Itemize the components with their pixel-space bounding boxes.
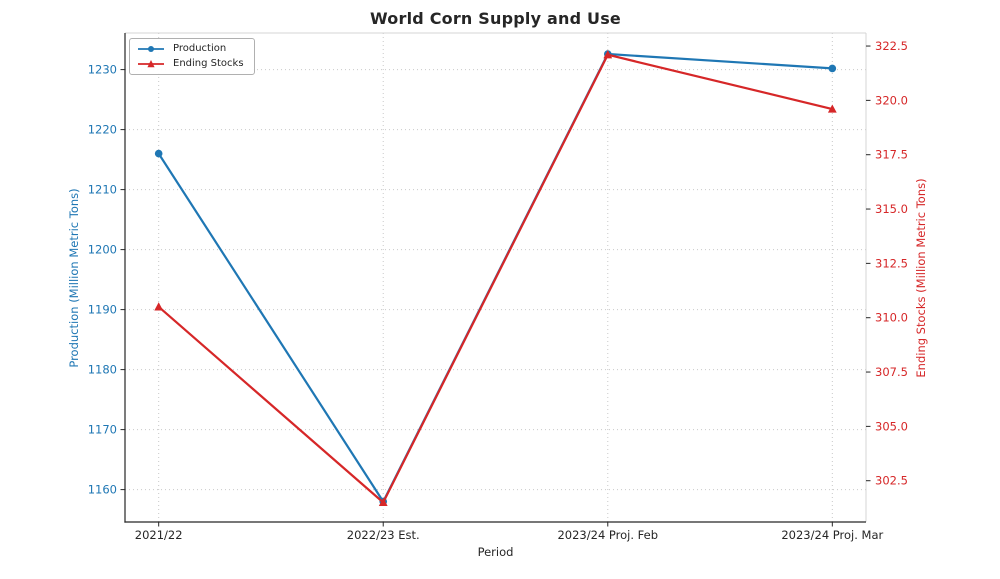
x-tick-label: 2023/24 Proj. Feb <box>557 528 658 542</box>
y-tick-label-right: 310.0 <box>875 311 908 325</box>
y-tick-label-right: 322.5 <box>875 39 908 53</box>
y-tick-label-right: 307.5 <box>875 365 908 379</box>
y-tick-label-right: 305.0 <box>875 419 908 433</box>
y-tick-label-left: 1170 <box>88 423 117 437</box>
y-tick-label-left: 1180 <box>88 363 117 377</box>
chart-title: World Corn Supply and Use <box>125 9 866 28</box>
ending-stocks-marker <box>154 302 163 310</box>
legend-item-ending-stocks: Ending Stocks <box>137 58 244 70</box>
y-tick-label-right: 317.5 <box>875 148 908 162</box>
y-tick-label-left: 1230 <box>88 63 117 77</box>
ending-stocks-line <box>159 55 833 503</box>
production-marker <box>155 150 163 158</box>
x-axis-label: Period <box>125 545 866 559</box>
production-line-marker-icon <box>137 44 165 54</box>
y-tick-label-left: 1160 <box>88 483 117 497</box>
x-tick-label: 2023/24 Proj. Mar <box>781 528 883 542</box>
production-marker <box>829 65 837 73</box>
legend-label-production: Production <box>173 43 226 55</box>
y-tick-label-right: 315.0 <box>875 202 908 216</box>
x-tick-label: 2021/22 <box>135 528 183 542</box>
left-axis-label: Production (Million Metric Tons) <box>67 188 81 367</box>
y-tick-label-left: 1210 <box>88 183 117 197</box>
y-tick-label-right: 320.0 <box>875 93 908 107</box>
legend: Production Ending Stocks <box>129 38 255 75</box>
y-tick-label-right: 302.5 <box>875 474 908 488</box>
legend-label-ending-stocks: Ending Stocks <box>173 58 244 70</box>
chart-canvas: 1160 1170 1180 1190 1200 1210 1220 1230 302.5 305… <box>0 0 1000 579</box>
y-tick-label-left: 1220 <box>88 123 117 137</box>
y-tick-label-right: 312.5 <box>875 256 908 270</box>
ending-stocks-line-marker-icon <box>137 59 165 69</box>
right-axis-label: Ending Stocks (Million Metric Tons) <box>914 178 928 377</box>
legend-item-production: Production <box>137 43 244 55</box>
y-tick-label-left: 1190 <box>88 303 117 317</box>
chart-figure: 1160 1170 1180 1190 1200 1210 1220 1230 302.5 305… <box>0 0 1000 579</box>
x-tick-label: 2022/23 Est. <box>347 528 420 542</box>
y-tick-label-left: 1200 <box>88 243 117 257</box>
